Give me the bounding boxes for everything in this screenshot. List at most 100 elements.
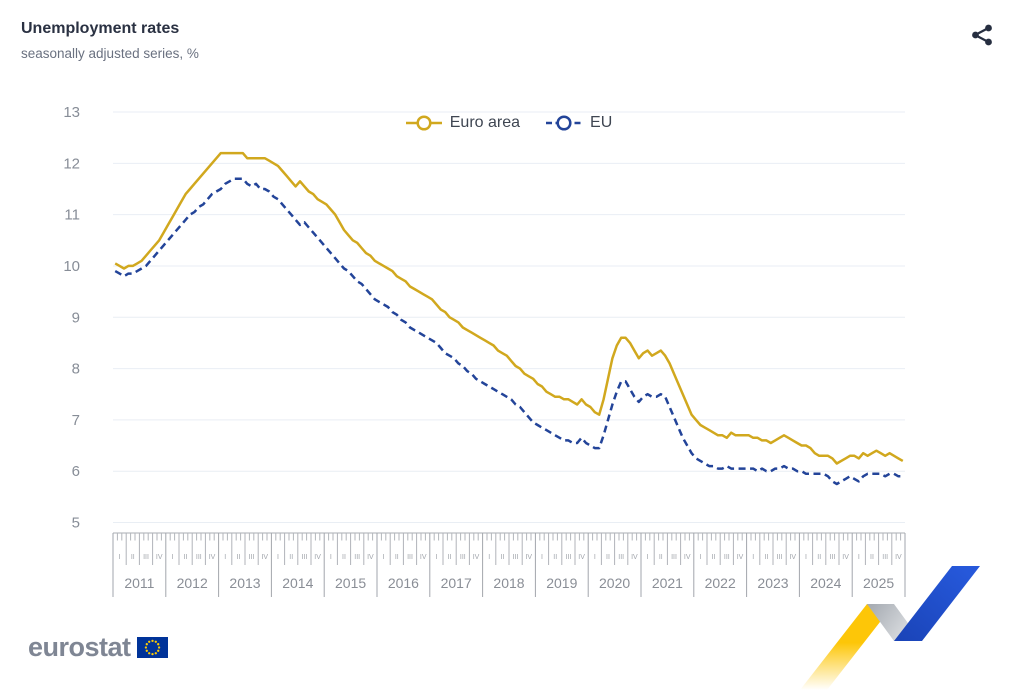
quarter-label: I bbox=[594, 554, 596, 561]
quarter-label: II bbox=[817, 554, 821, 561]
year-label: 2022 bbox=[705, 575, 736, 591]
quarter-label: II bbox=[500, 554, 504, 561]
series-line-euro-area[interactable] bbox=[114, 151, 904, 465]
quarter-label: III bbox=[301, 554, 307, 561]
quarter-label: IV bbox=[525, 554, 532, 561]
quarter-label: I bbox=[488, 554, 490, 561]
quarter-label: II bbox=[659, 554, 663, 561]
quarter-label: II bbox=[395, 554, 399, 561]
quarter-label: IV bbox=[737, 554, 744, 561]
year-label: 2024 bbox=[810, 575, 841, 591]
y-axis-tick-label: 12 bbox=[63, 155, 80, 172]
quarter-label: IV bbox=[684, 554, 691, 561]
quarter-label: I bbox=[647, 554, 649, 561]
quarter-label: III bbox=[143, 554, 149, 561]
eu-legend-marker-icon bbox=[546, 115, 583, 131]
year-label: 2023 bbox=[757, 575, 788, 591]
y-axis-tick-label: 10 bbox=[63, 258, 80, 275]
year-label: 2018 bbox=[493, 575, 524, 591]
legend-label-euro-area: Euro area bbox=[449, 114, 521, 131]
quarter-label: III bbox=[513, 554, 519, 561]
year-label: 2020 bbox=[599, 575, 630, 591]
quarter-label: IV bbox=[473, 554, 480, 561]
quarter-label: I bbox=[858, 554, 860, 561]
series-line-eu[interactable] bbox=[114, 177, 903, 486]
quarter-label: IV bbox=[842, 554, 849, 561]
legend-label-eu: EU bbox=[590, 114, 613, 131]
quarter-label: II bbox=[184, 554, 188, 561]
flag-star bbox=[144, 646, 147, 649]
quarter-label: III bbox=[196, 554, 202, 561]
quarter-label: III bbox=[882, 554, 888, 561]
year-label: 2019 bbox=[546, 575, 577, 591]
share-button[interactable] bbox=[964, 17, 1000, 53]
y-axis-tick-label: 11 bbox=[64, 207, 80, 224]
share-icon bbox=[971, 24, 992, 46]
year-label: 2021 bbox=[652, 575, 683, 591]
quarter-label: IV bbox=[420, 554, 427, 561]
quarter-label: I bbox=[277, 554, 279, 561]
quarter-label: IV bbox=[367, 554, 374, 561]
quarter-label: IV bbox=[156, 554, 163, 561]
chart-legend: Euro area EU bbox=[113, 114, 905, 132]
quarter-label: II bbox=[712, 554, 716, 561]
quarter-label: I bbox=[699, 554, 701, 561]
quarter-label: III bbox=[460, 554, 466, 561]
flag-star bbox=[147, 640, 150, 643]
page-title: Unemployment rates bbox=[21, 20, 180, 37]
quarter-label: II bbox=[606, 554, 610, 561]
quarter-label: IV bbox=[314, 554, 321, 561]
ribbon-blue-band bbox=[894, 566, 980, 641]
quarter-label: II bbox=[342, 554, 346, 561]
year-label: 2016 bbox=[388, 575, 419, 591]
legend-item-eu[interactable]: EU bbox=[546, 114, 612, 132]
y-axis-tick-label: 13 bbox=[63, 104, 80, 121]
ribbon-yellow-band bbox=[800, 604, 894, 690]
quarter-label: II bbox=[764, 554, 768, 561]
y-axis-tick-label: 7 bbox=[72, 412, 80, 429]
flag-star bbox=[154, 640, 157, 643]
flag-star bbox=[156, 649, 159, 652]
quarter-label: III bbox=[829, 554, 835, 561]
year-label: 2017 bbox=[441, 575, 472, 591]
flag-star bbox=[147, 652, 150, 655]
year-label: 2013 bbox=[229, 575, 260, 591]
flag-star bbox=[157, 646, 160, 649]
eurostat-logo-text: eurostat bbox=[28, 632, 131, 662]
quarter-label: IV bbox=[789, 554, 796, 561]
euro-area-legend-marker-icon bbox=[405, 115, 442, 131]
quarter-label: I bbox=[541, 554, 543, 561]
quarter-label: III bbox=[724, 554, 730, 561]
quarter-label: III bbox=[671, 554, 677, 561]
flag-star bbox=[145, 649, 148, 652]
quarter-label: III bbox=[407, 554, 413, 561]
flag-star bbox=[150, 639, 154, 643]
y-axis-tick-label: 9 bbox=[72, 309, 80, 326]
quarter-label: II bbox=[448, 554, 452, 561]
year-label: 2012 bbox=[177, 575, 208, 591]
quarter-label: I bbox=[330, 554, 332, 561]
quarter-label: I bbox=[383, 554, 385, 561]
year-label: 2011 bbox=[124, 575, 154, 591]
y-axis-tick-label: 5 bbox=[72, 515, 80, 532]
data-series bbox=[114, 151, 904, 486]
quarter-label: I bbox=[171, 554, 173, 561]
quarter-label: IV bbox=[895, 554, 902, 561]
year-label: 2025 bbox=[863, 575, 894, 591]
quarter-label: III bbox=[565, 554, 571, 561]
quarter-label: III bbox=[354, 554, 360, 561]
quarter-label: IV bbox=[631, 554, 638, 561]
quarter-label: I bbox=[805, 554, 807, 561]
chart-subtitle: seasonally adjusted series, % bbox=[21, 46, 199, 61]
quarter-label: II bbox=[289, 554, 293, 561]
legend-item-euro-area[interactable]: Euro area bbox=[405, 114, 521, 132]
flag-star bbox=[150, 652, 154, 656]
quarter-label: I bbox=[752, 554, 754, 561]
y-axis-tick-label: 6 bbox=[72, 463, 80, 480]
eurostat-logo[interactable]: eurostat bbox=[28, 634, 168, 661]
eu-flag-icon bbox=[136, 637, 168, 658]
y-axis-tick-label: 8 bbox=[72, 361, 80, 378]
